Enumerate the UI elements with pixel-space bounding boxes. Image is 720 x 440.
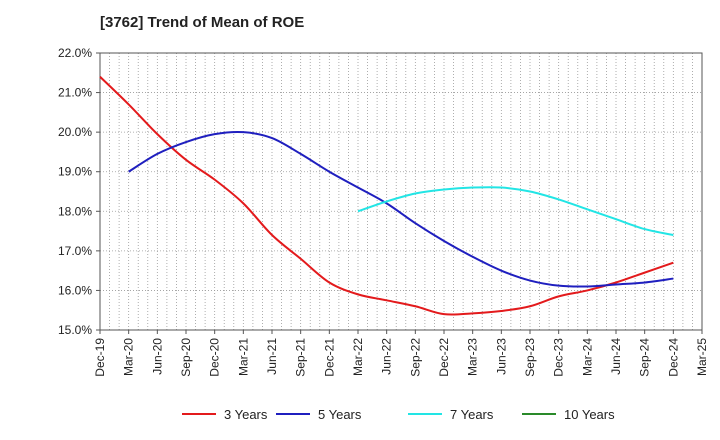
x-tick-label: Sep-21	[294, 338, 308, 377]
x-tick-label: Mar-21	[236, 338, 250, 376]
legend: 3 Years 5 Years 7 Years 10 Years	[182, 407, 615, 422]
series-line-7-years	[357, 186, 674, 237]
x-tick-label: Mar-24	[580, 338, 594, 376]
x-tick-label: Sep-23	[523, 338, 537, 377]
x-tick-label: Mar-20	[122, 338, 136, 376]
legend-label-3-years: 3 Years	[224, 407, 268, 422]
x-tick-label: Jun-21	[265, 338, 279, 375]
y-tick-label: 21.0%	[58, 86, 92, 100]
x-tick-label: Mar-23	[466, 338, 480, 376]
x-tick-label: Dec-21	[322, 338, 336, 377]
y-tick-label: 19.0%	[58, 165, 92, 179]
x-tick-label: Dec-24	[666, 338, 680, 377]
x-tick-label: Sep-22	[408, 338, 422, 377]
x-tick-label: Mar-25	[695, 338, 709, 376]
grid	[100, 53, 702, 330]
plot-frame	[99, 52, 703, 331]
x-tick-label: Jun-22	[380, 338, 394, 375]
series-lines	[99, 76, 674, 316]
y-tick-label: 15.0%	[58, 323, 92, 337]
legend-label-10-years: 10 Years	[564, 407, 615, 422]
y-tick-label: 17.0%	[58, 244, 92, 258]
chart-title: [3762] Trend of Mean of ROE	[100, 14, 305, 31]
x-tick-label: Dec-20	[208, 338, 222, 377]
y-tick-label: 16.0%	[58, 283, 92, 297]
x-tick-label: Dec-22	[437, 338, 451, 377]
legend-label-7-years: 7 Years	[450, 407, 494, 422]
y-tick-label: 22.0%	[58, 46, 92, 60]
x-tick-label: Jun-24	[609, 338, 623, 375]
x-tick-label: Jun-20	[150, 338, 164, 375]
y-tick-label: 20.0%	[58, 125, 92, 139]
series-line-3-years	[99, 76, 674, 316]
legend-label-5-years: 5 Years	[318, 407, 362, 422]
axes: 15.0% 16.0% 17.0% 18.0% 19.0% 20.0% 21.0% 22.0%…	[58, 46, 709, 377]
x-tick-label: Sep-20	[179, 338, 193, 377]
x-tick-label: Jun-23	[494, 338, 508, 375]
x-tick-label: Sep-24	[638, 338, 652, 377]
x-tick-label: Dec-19	[93, 338, 107, 377]
series-line-5-years	[128, 130, 674, 288]
x-tick-label: Dec-23	[552, 338, 566, 377]
y-tick-label: 18.0%	[58, 204, 92, 218]
x-tick-label: Mar-22	[351, 338, 365, 376]
